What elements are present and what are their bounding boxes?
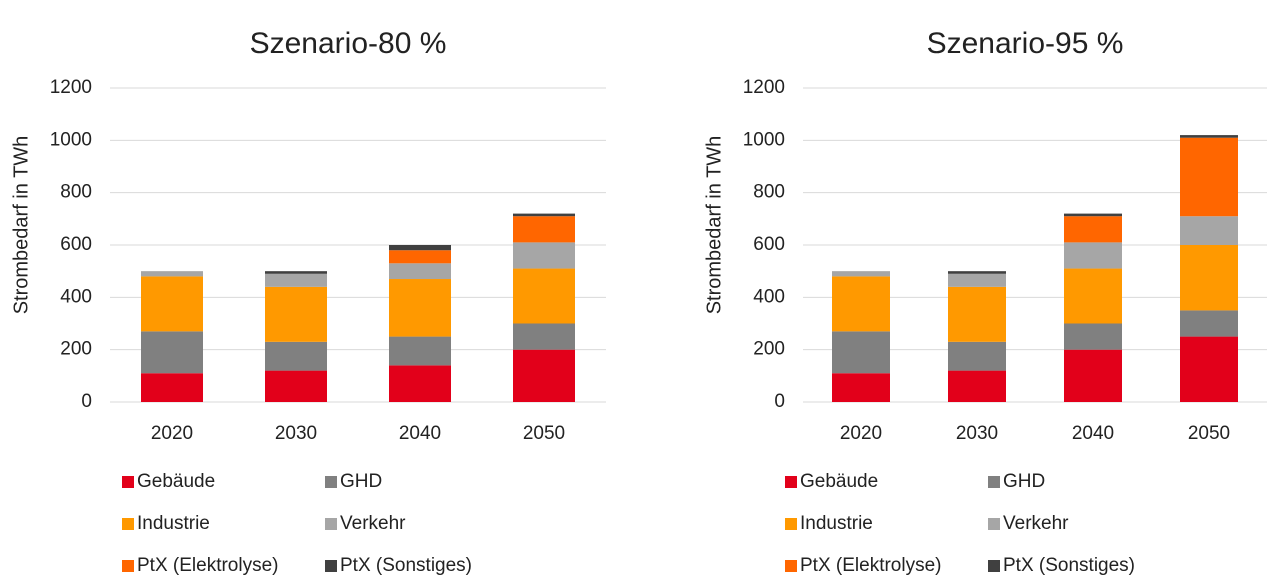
bar-segment xyxy=(265,271,327,274)
bar-segment xyxy=(141,276,203,332)
bar-segment xyxy=(1180,216,1238,245)
y-tick-label: 400 xyxy=(753,286,785,307)
bar-segment xyxy=(389,263,451,280)
bar-segment xyxy=(948,370,1006,402)
bar-segment xyxy=(1180,135,1238,138)
bar-segment xyxy=(141,373,203,402)
legend-swatch xyxy=(785,476,797,488)
y-tick-label: 600 xyxy=(60,234,92,255)
bar-segment xyxy=(948,271,1006,274)
bar-segment xyxy=(1064,216,1122,243)
x-tick-label: 2040 xyxy=(1072,423,1114,444)
bar-segment xyxy=(948,341,1006,371)
x-tick-label: 2020 xyxy=(151,423,193,444)
bar-segment xyxy=(1064,323,1122,350)
legend-label: Verkehr xyxy=(1003,513,1069,534)
legend-label: GHD xyxy=(1003,471,1045,492)
y-tick-label: 1200 xyxy=(50,77,92,98)
legend-label: Verkehr xyxy=(340,513,406,534)
y-tick-label: 1200 xyxy=(743,77,785,98)
y-axis-label: Strombedarf in TWh xyxy=(703,136,725,315)
y-tick-label: 200 xyxy=(60,339,92,360)
bar-segment xyxy=(1180,245,1238,311)
x-tick-label: 2040 xyxy=(399,423,441,444)
y-tick-label: 400 xyxy=(60,286,92,307)
legend-label: Industrie xyxy=(137,513,210,534)
y-tick-label: 0 xyxy=(81,391,92,412)
y-tick-label: 1000 xyxy=(743,129,785,150)
bar-segment xyxy=(832,276,890,332)
legend-swatch xyxy=(988,476,1000,488)
bar-segment xyxy=(1064,268,1122,324)
x-tick-label: 2050 xyxy=(523,423,565,444)
y-tick-label: 800 xyxy=(753,182,785,203)
bar-segment xyxy=(1180,310,1238,337)
bar-segment xyxy=(1180,137,1238,217)
bar-segment xyxy=(389,365,451,402)
x-tick-label: 2030 xyxy=(956,423,998,444)
y-tick-label: 0 xyxy=(774,391,785,412)
bar-segment xyxy=(948,273,1006,287)
y-tick-label: 1000 xyxy=(50,129,92,150)
bar-segment xyxy=(832,331,890,374)
x-tick-label: 2050 xyxy=(1188,423,1230,444)
legend-swatch xyxy=(325,476,337,488)
legend-swatch xyxy=(122,476,134,488)
legend-swatch xyxy=(785,560,797,572)
bar-segment xyxy=(389,250,451,264)
bar-segment xyxy=(141,271,203,277)
bar-segment xyxy=(1064,213,1122,217)
legend-label: Gebäude xyxy=(137,471,215,492)
legend-swatch xyxy=(122,560,134,572)
bar-segment xyxy=(1180,336,1238,402)
y-tick-label: 800 xyxy=(60,182,92,203)
y-axis-label: Strombedarf in TWh xyxy=(10,136,32,315)
bar-segment xyxy=(265,370,327,402)
bar-segment xyxy=(265,286,327,342)
bar-segment xyxy=(513,213,575,217)
bar-segment xyxy=(832,271,890,277)
bar-segment xyxy=(948,286,1006,342)
bar-segment xyxy=(832,373,890,402)
legend-swatch xyxy=(325,560,337,572)
x-tick-label: 2020 xyxy=(840,423,882,444)
bar-segment xyxy=(513,242,575,269)
legend-label: Gebäude xyxy=(800,471,878,492)
chart-title: Szenario-95 % xyxy=(927,27,1124,60)
y-tick-label: 200 xyxy=(753,339,785,360)
legend-label: Industrie xyxy=(800,513,873,534)
legend-swatch xyxy=(988,560,1000,572)
bar-segment xyxy=(141,331,203,374)
bar-segment xyxy=(1064,242,1122,269)
bar-segment xyxy=(513,216,575,243)
bar-segment xyxy=(1064,349,1122,402)
chart-title: Szenario-80 % xyxy=(250,27,447,60)
legend-label: PtX (Sonstiges) xyxy=(340,555,472,576)
bar-segment xyxy=(389,279,451,337)
legend-label: GHD xyxy=(340,471,382,492)
legend-label: PtX (Sonstiges) xyxy=(1003,555,1135,576)
x-tick-label: 2030 xyxy=(275,423,317,444)
bar-segment xyxy=(389,336,451,366)
bar-segment xyxy=(265,341,327,371)
legend-swatch xyxy=(785,518,797,530)
legend-label: PtX (Elektrolyse) xyxy=(137,555,278,576)
bar-segment xyxy=(513,268,575,324)
bar-segment xyxy=(513,323,575,350)
legend-swatch xyxy=(122,518,134,530)
y-tick-label: 600 xyxy=(753,234,785,255)
bar-segment xyxy=(389,245,451,251)
bar-segment xyxy=(513,349,575,402)
legend-swatch xyxy=(325,518,337,530)
legend-label: PtX (Elektrolyse) xyxy=(800,555,941,576)
legend-swatch xyxy=(988,518,1000,530)
bar-segment xyxy=(265,273,327,287)
